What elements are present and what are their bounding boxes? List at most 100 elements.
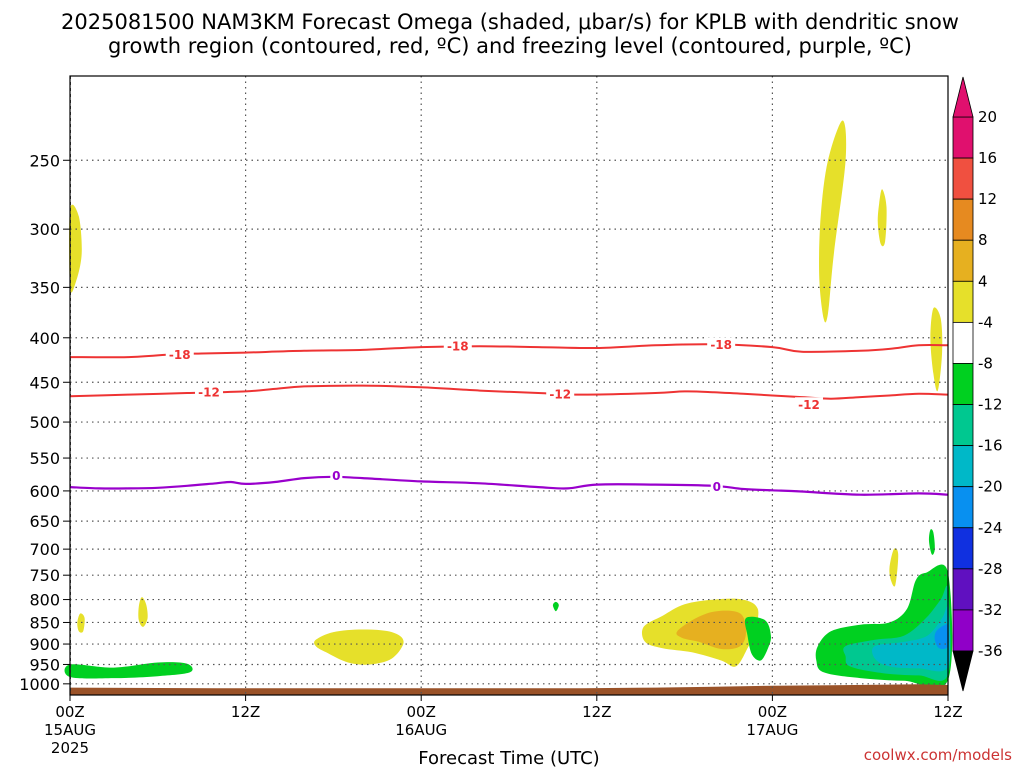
- x-tick-label-3: 12Z: [582, 703, 611, 721]
- x-axis-label: Forecast Time (UTC): [418, 748, 599, 768]
- colorbar-segment-3: [952, 239, 974, 282]
- colorbar-segment-4: [952, 280, 974, 323]
- x-tick-label-4: 00Z: [758, 703, 787, 721]
- y-tick-label-700: 700: [29, 540, 60, 559]
- colorbar-segment-2: [952, 198, 974, 241]
- omega-region-7: [314, 629, 404, 665]
- contour-label-bg-0-0: [165, 347, 194, 361]
- x-tick-label-5: 12Z: [933, 703, 962, 721]
- contour-label-0-0: -18: [169, 348, 191, 362]
- contour-label-1-0: -12: [198, 386, 220, 400]
- omega-region-6: [138, 597, 148, 627]
- x-tick-date-4: 17AUG: [746, 721, 798, 739]
- x-tick-label-1: 12Z: [231, 703, 260, 721]
- y-tick-label-300: 300: [29, 220, 60, 239]
- y-tick-label-600: 600: [29, 482, 60, 501]
- y-axis: 250 300 350 400 450 500 550 600 650 700 750 800 850 9…: [19, 151, 70, 694]
- y-tick-label-550: 550: [29, 449, 60, 468]
- x-tick-date-2: 16AUG: [395, 721, 447, 739]
- colorbar-label-2: -28: [978, 560, 1003, 578]
- omega-region-9: [676, 610, 747, 650]
- contour-label-2-1: 0: [713, 480, 721, 494]
- colorbar-label-9: 4: [978, 272, 988, 290]
- colorbar-segment-10: [952, 527, 974, 570]
- y-tick-label-650: 650: [29, 512, 60, 531]
- colorbar-segment-9: [952, 486, 974, 529]
- contour-label-1-1: -12: [549, 387, 571, 401]
- colorbar-label-8: -4: [978, 313, 993, 331]
- y-tick-label-950: 950: [29, 655, 60, 674]
- contour-label-bg-0-2: [707, 337, 736, 351]
- chart-title-line1: 2025081500 NAM3KM Forecast Omega (shaded…: [61, 10, 959, 34]
- contour-label-bg-0-1: [443, 339, 472, 353]
- colorbar-label-4: -20: [978, 478, 1003, 496]
- colorbar-segment-1: [952, 157, 974, 200]
- contour-label-bg-2-1: [710, 479, 723, 493]
- contour-label-0-2: -18: [710, 338, 732, 352]
- colorbar: -36 -32 -28 -24 -20 -16 -12 -8 -4 4 8 12 16 20: [952, 76, 1003, 692]
- omega-region-11: [552, 601, 559, 612]
- colorbar-segment-7: [952, 404, 974, 447]
- colorbar-label-13: 20: [978, 108, 997, 126]
- omega-region-5: [77, 613, 85, 633]
- y-tick-label-850: 850: [29, 613, 60, 632]
- x-tick-label-2: 00Z: [407, 703, 436, 721]
- colorbar-label-11: 12: [978, 190, 997, 208]
- colorbar-label-12: 16: [978, 149, 997, 167]
- omega-region-17: [934, 624, 949, 649]
- x-tick-label-0: 00Z: [55, 703, 84, 721]
- colorbar-label-7: -8: [978, 354, 993, 372]
- colorbar-over-triangle: [952, 76, 974, 118]
- colorbar-label-1: -32: [978, 601, 1003, 619]
- y-tick-label-750: 750: [29, 566, 60, 585]
- contour-line-freezing-2: [69, 475, 949, 496]
- omega-region-0: [69, 204, 82, 293]
- colorbar-label-6: -12: [978, 396, 1003, 414]
- colorbar-segment-11: [952, 568, 974, 611]
- colorbar-segment-12: [952, 609, 974, 652]
- x-tick-date-0: 15AUG: [44, 721, 96, 739]
- colorbar-label-5: -16: [978, 437, 1003, 455]
- contour-label-1-2: -12: [798, 398, 820, 412]
- y-tick-label-400: 400: [29, 329, 60, 348]
- contour-label-bg-1-0: [195, 385, 224, 399]
- omega-shaded-regions: [64, 120, 953, 689]
- omega-region-12: [744, 616, 771, 661]
- chart-title-line2: growth region (contoured, red, ºC) and f…: [108, 34, 912, 58]
- contour-label-bg-1-1: [546, 386, 575, 400]
- contour-label-bg-1-2: [794, 397, 823, 411]
- y-tick-label-450: 450: [29, 373, 60, 392]
- omega-region-2: [877, 189, 887, 247]
- omega-region-4: [889, 548, 899, 587]
- y-tick-label-350: 350: [29, 278, 60, 297]
- colorbar-segment-6: [952, 363, 974, 405]
- y-tick-label-800: 800: [29, 591, 60, 610]
- contour-line-dendritic-1: [69, 384, 949, 400]
- colorbar-label-0: -36: [978, 642, 1003, 660]
- contour-label-0-1: -18: [447, 340, 469, 354]
- colorbar-segment-0: [952, 116, 974, 159]
- x-tick-year-0: 2025: [51, 739, 89, 757]
- contour-line-dendritic-0: [69, 343, 949, 359]
- y-tick-label-250: 250: [29, 151, 60, 170]
- y-tick-label-900: 900: [29, 635, 60, 654]
- contour-label-2-0: 0: [332, 469, 340, 483]
- colorbar-under-triangle: [952, 650, 974, 692]
- plot-frame: [69, 75, 949, 696]
- omega-region-10: [64, 662, 193, 679]
- omega-region-3: [930, 307, 943, 392]
- colorbar-segment-8: [952, 445, 974, 488]
- temperature-contours: -18 -18 -18 -12 -12 -12 0 0: [69, 337, 949, 496]
- omega-region-1: [819, 120, 847, 323]
- omega-region-16: [872, 606, 951, 672]
- y-tick-label-500: 500: [29, 413, 60, 432]
- terrain-area: [70, 684, 948, 695]
- y-tick-label-1000: 1000: [19, 675, 60, 694]
- credit-text: coolwx.com/models: [864, 746, 1012, 764]
- terrain-fill: [70, 684, 948, 695]
- colorbar-label-3: -24: [978, 519, 1003, 537]
- colorbar-segment-5: [952, 321, 974, 364]
- omega-region-14: [928, 529, 935, 555]
